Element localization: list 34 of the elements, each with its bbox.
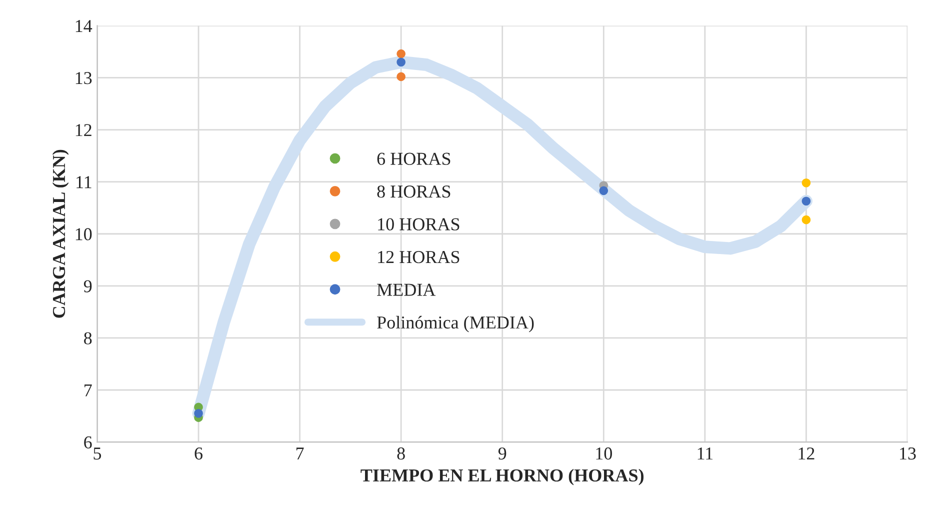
y-axis-title: CARGA AXIAL (KN) (52, 150, 69, 318)
x-tick-label: 5 (94, 448, 102, 460)
legend-label: 10 HORAS (378, 218, 460, 230)
point (802, 196, 811, 206)
point (802, 178, 811, 188)
point (396, 72, 406, 82)
x-tick-label: 13 (900, 447, 916, 460)
x-tick-label: 7 (296, 448, 304, 460)
y-tick-label: 12 (76, 124, 92, 136)
legend-label: 12 HORAS (378, 251, 460, 264)
y-tick-label: 7 (84, 384, 92, 396)
y-tick-label: 9 (84, 280, 92, 292)
x-tick-label: 11 (698, 448, 713, 460)
x-tick-label: 6 (194, 447, 202, 460)
legend-label: 6 HORAS (377, 152, 450, 165)
x-tick-label: 10 (596, 447, 612, 460)
x-tick-label: 9 (498, 447, 506, 460)
point (194, 409, 203, 418)
legend-label: Polinómica (MEDIA) (377, 316, 534, 332)
y-tick-label: 8 (84, 332, 92, 344)
y-tick-label: 11 (76, 176, 92, 188)
x-axis-title: TIEMPO EN EL HORNO (HORAS) (360, 468, 644, 486)
point (599, 186, 608, 196)
y-tick-label: 13 (76, 72, 92, 84)
x-tick-label: 12 (798, 447, 814, 460)
y-tick-label: 6 (84, 436, 92, 448)
point (396, 58, 406, 67)
x-tick-label: 8 (397, 447, 405, 460)
legend-label: MEDIA (377, 284, 436, 296)
point (396, 49, 406, 58)
point (802, 215, 811, 224)
legend-label: 8 HORAS (377, 185, 450, 198)
y-tick-label: 10 (76, 228, 92, 240)
y-tick-label: 14 (76, 20, 92, 32)
